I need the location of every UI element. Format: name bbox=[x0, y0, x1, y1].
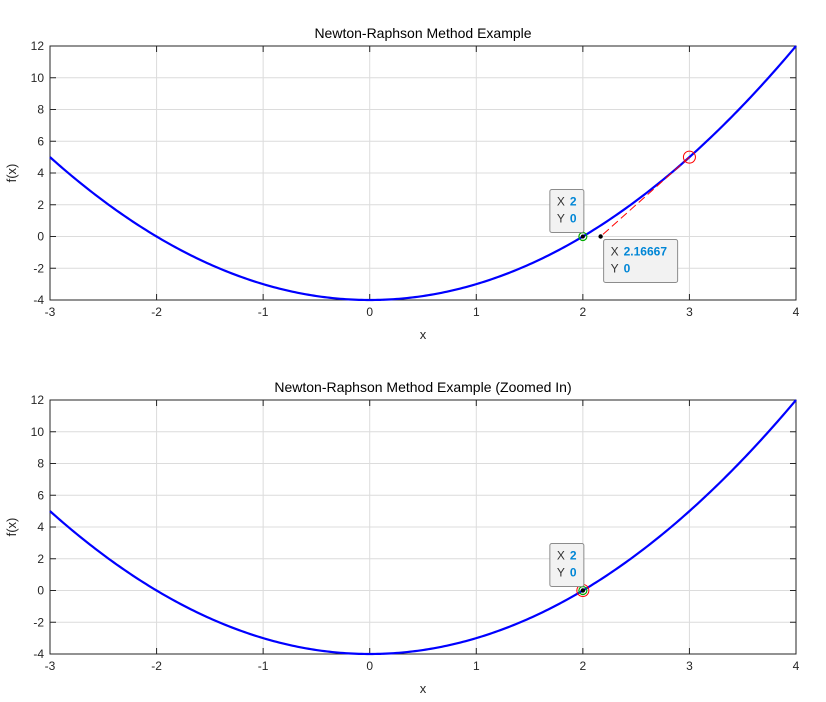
datatip-x-label: X bbox=[557, 195, 565, 209]
y-tick-label: 10 bbox=[31, 71, 45, 85]
x-tick-label: 3 bbox=[686, 305, 693, 319]
x-tick-label: 4 bbox=[793, 659, 800, 673]
y-tick-label: 0 bbox=[37, 230, 44, 244]
x-tick-label: 0 bbox=[366, 305, 373, 319]
datatip-y-label: Y bbox=[557, 212, 565, 226]
datatip-anchor-dot bbox=[580, 234, 585, 239]
x-tick-label: -3 bbox=[45, 305, 56, 319]
x-tick-label: -1 bbox=[258, 305, 269, 319]
datatip-x-value: 2 bbox=[570, 195, 577, 209]
datatip: X 2.16667 Y 0 bbox=[603, 239, 679, 283]
datatip-y-value: 0 bbox=[570, 566, 577, 580]
datatip-x-label: X bbox=[611, 245, 619, 259]
x-tick-label: -2 bbox=[151, 305, 162, 319]
x-axis-label: x bbox=[420, 681, 427, 696]
x-axis-label: x bbox=[420, 327, 427, 342]
y-tick-label: 4 bbox=[37, 166, 44, 180]
datatip-x-value: 2.16667 bbox=[624, 245, 668, 259]
y-tick-label: -4 bbox=[33, 293, 44, 307]
x-tick-label: 3 bbox=[686, 659, 693, 673]
datatip: X 2Y 0 bbox=[549, 543, 585, 587]
x-tick-label: 0 bbox=[366, 659, 373, 673]
series-line-fx bbox=[49, 399, 797, 656]
y-tick-label: -2 bbox=[33, 261, 44, 275]
y-tick-label: 2 bbox=[37, 552, 44, 566]
x-tick-label: -1 bbox=[258, 659, 269, 673]
y-tick-label: 8 bbox=[37, 457, 44, 471]
y-tick-label: -4 bbox=[33, 647, 44, 661]
x-tick-label: 4 bbox=[793, 305, 800, 319]
y-tick-label: 6 bbox=[37, 134, 44, 148]
datatip-y-label: Y bbox=[557, 566, 565, 580]
tangent-line bbox=[600, 156, 690, 237]
series-line-fx bbox=[49, 45, 797, 302]
y-tick-label: 12 bbox=[31, 39, 45, 53]
chart-title: Newton-Raphson Method Example (Zoomed In… bbox=[274, 379, 571, 395]
datatip-y-label: Y bbox=[611, 262, 619, 276]
datatip-anchor-dot bbox=[598, 234, 603, 239]
datatip-x-value: 2 bbox=[570, 549, 577, 563]
datatip-box bbox=[603, 239, 679, 283]
iteration-marker-circle bbox=[682, 150, 696, 164]
x-tick-label: -2 bbox=[151, 659, 162, 673]
y-tick-label: 4 bbox=[37, 520, 44, 534]
datatip-y-value: 0 bbox=[570, 212, 577, 226]
datatip-box bbox=[549, 543, 585, 587]
y-tick-label: 2 bbox=[37, 198, 44, 212]
x-tick-label: 1 bbox=[473, 305, 480, 319]
y-tick-label: 8 bbox=[37, 103, 44, 117]
y-tick-label: 10 bbox=[31, 425, 45, 439]
x-tick-label: 1 bbox=[473, 659, 480, 673]
y-axis-label: f(x) bbox=[4, 164, 19, 183]
y-tick-label: 0 bbox=[37, 584, 44, 598]
y-tick-label: 6 bbox=[37, 488, 44, 502]
x-tick-label: -3 bbox=[45, 659, 56, 673]
datatip-anchor-dot bbox=[580, 588, 586, 593]
datatip-y-value: 0 bbox=[624, 262, 631, 276]
datatip-x-label: X bbox=[557, 549, 565, 563]
y-axis-label: f(x) bbox=[4, 518, 19, 537]
datatip-box bbox=[549, 189, 585, 233]
x-tick-label: 2 bbox=[580, 659, 587, 673]
y-tick-label: -2 bbox=[33, 615, 44, 629]
x-tick-label: 2 bbox=[580, 305, 587, 319]
chart-title: Newton-Raphson Method Example bbox=[314, 25, 531, 41]
y-tick-label: 12 bbox=[31, 393, 45, 407]
datatip: X 2Y 0 bbox=[549, 189, 585, 233]
